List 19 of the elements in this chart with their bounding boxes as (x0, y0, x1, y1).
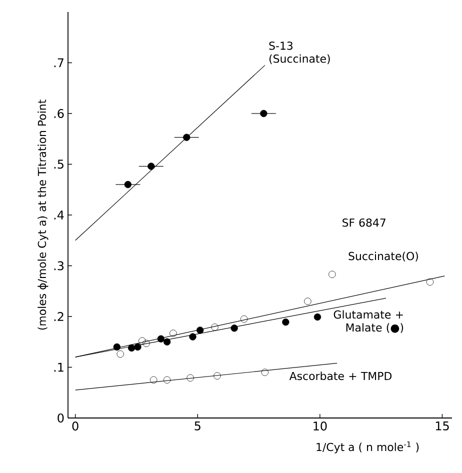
annotation: SF 6847 (342, 218, 386, 227)
y-tick-label: 0 (58, 413, 64, 423)
y-tick-label: .6 (54, 108, 64, 118)
x-axis-title: 1/Cyt a ( n mole$^{-1}$ ) (316, 441, 419, 454)
series-label: Succinate(O) (348, 252, 418, 262)
y-tick-label: .7 (54, 58, 64, 68)
y-tick-label: .5 (54, 160, 64, 169)
y-tick-label: .1 (54, 362, 64, 372)
y-tick-label: .3 (54, 261, 64, 270)
x-tick-label: 5 (194, 422, 200, 430)
y-tick-label: .4 (54, 210, 64, 220)
series-label: S-13 (Succinate) (269, 42, 330, 64)
x-tick-label: 10 (314, 422, 327, 431)
y-axis-title: (moles ϕ/mole Cyt a) at the Titration Point (38, 100, 48, 330)
x-tick-label: 15 (436, 422, 449, 430)
x-tick-label: 0 (72, 422, 78, 431)
series-label: Glutamate + Malate (●) (334, 310, 404, 333)
series-label: Ascorbate + TMPD (289, 372, 392, 380)
y-tick-label: .2 (54, 312, 64, 321)
